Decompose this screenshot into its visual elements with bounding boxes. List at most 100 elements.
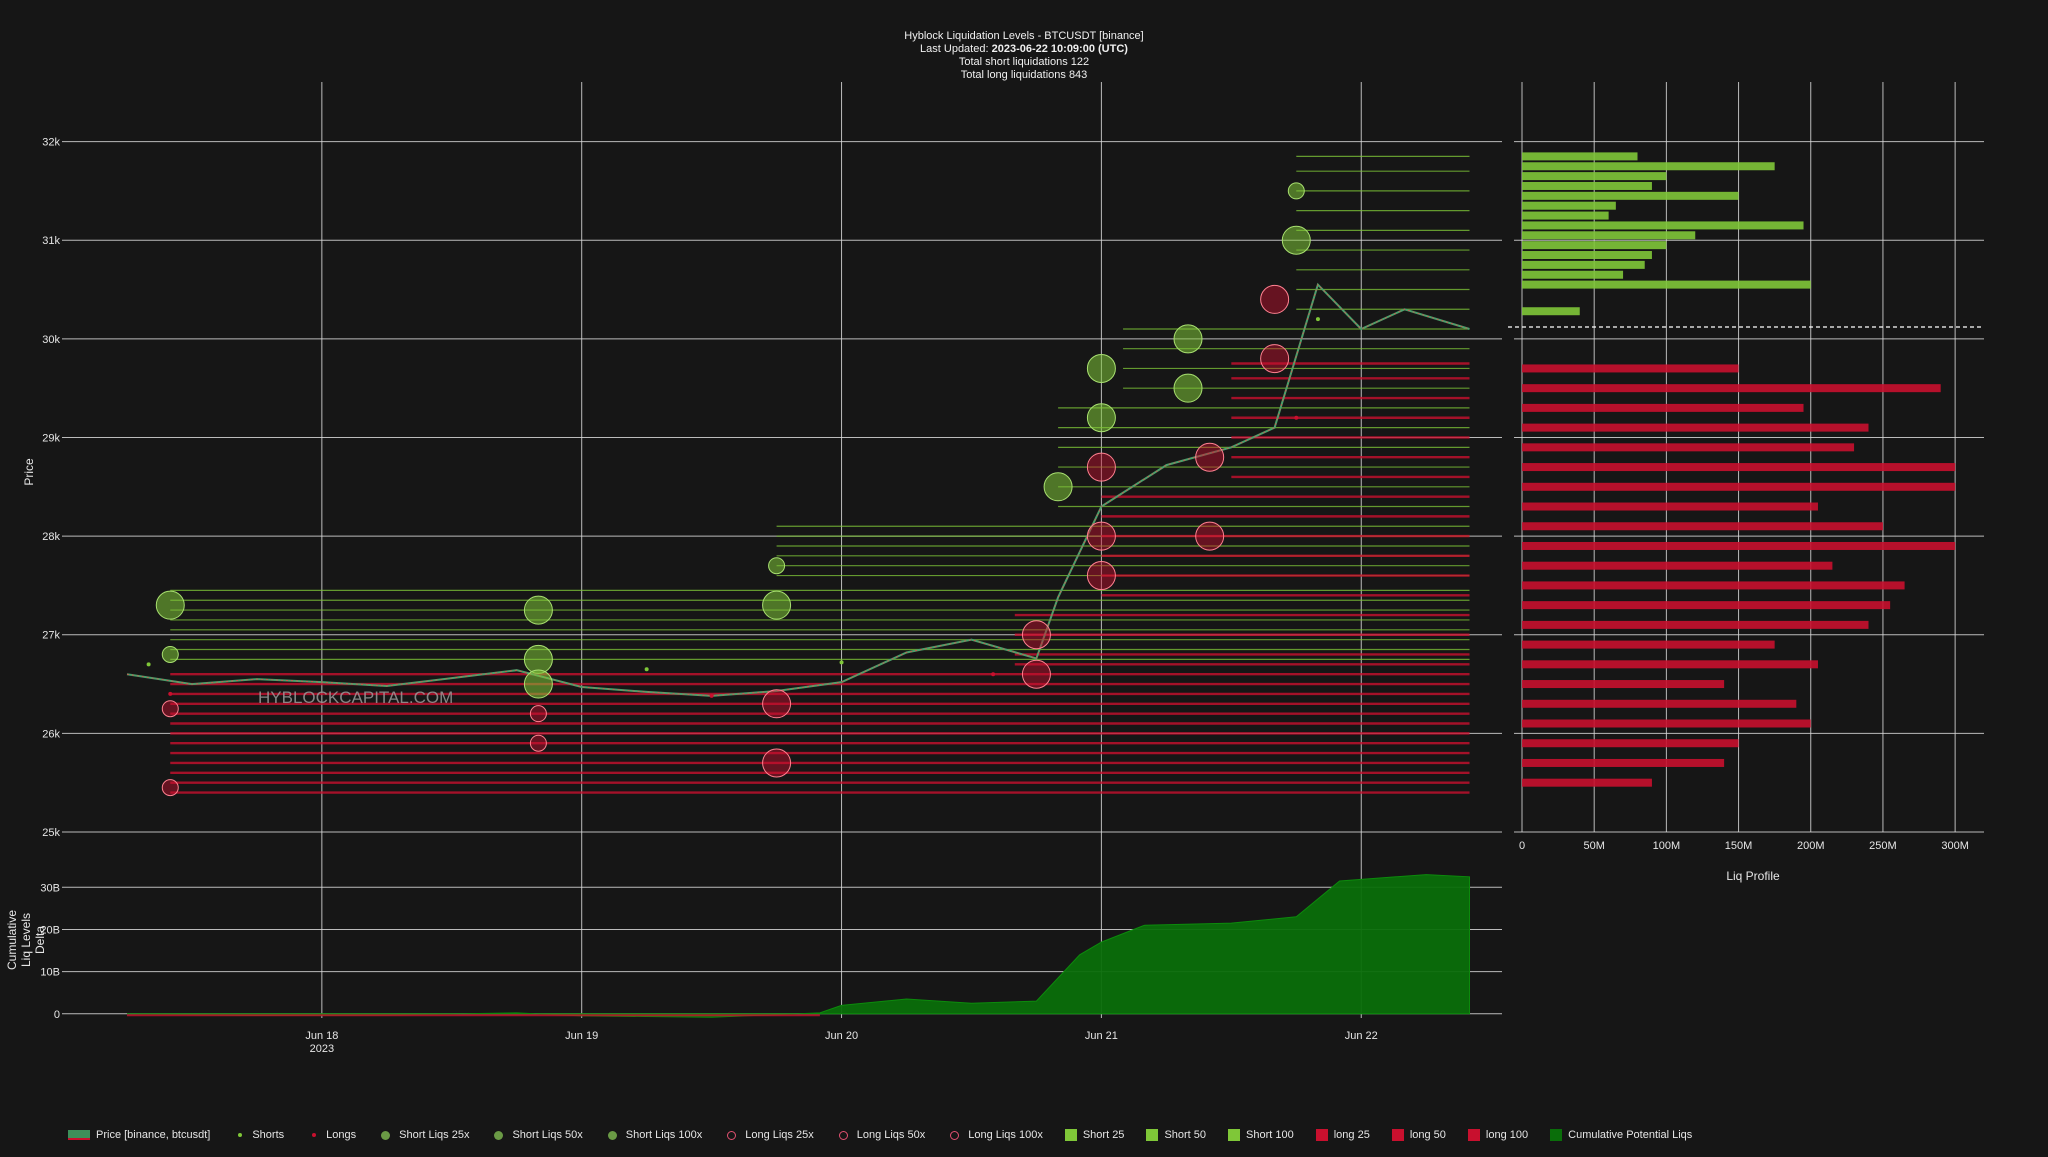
legend-item[interactable]: Short 25 [1064,1129,1125,1141]
long-liq-marker [1260,284,1290,314]
long-profile-bar [1522,680,1725,689]
watermark: HYBLOCKCAPITAL.COM [258,688,453,707]
short-liq-marker [523,595,553,625]
long-liq-marker [529,705,547,723]
legend-item[interactable]: long 50 [1391,1129,1446,1141]
short-liq-marker [1287,182,1305,200]
legend-item[interactable]: Short Liqs 25x [378,1129,469,1141]
price-axis-title: Price [22,458,36,486]
legend-item[interactable]: long 25 [1315,1129,1370,1141]
short-liq-marker [762,590,792,620]
legend-label: Long Liqs 100x [968,1129,1043,1141]
short-profile-bar [1522,221,1804,230]
legend: Price [binance, btcusdt] Shorts Longs Short… [68,1127,1714,1143]
chart-title: Hyblock Liquidation Levels - BTCUSDT [bi… [904,30,1144,42]
short-liq-marker [1086,353,1116,383]
long-liq-marker [1195,442,1225,472]
short-profile-bar [1522,211,1609,220]
price-candles [126,283,1470,697]
legend-symbol [607,1130,617,1140]
legend-label: long 50 [1409,1129,1446,1141]
liq-profile-bars [1508,152,1984,787]
price-series [126,282,1470,697]
legend-label: Long Liqs 50x [856,1129,926,1141]
price-tick-label: 32k [42,137,60,149]
short-profile-bar [1522,251,1652,260]
price-tick-label: 28k [42,531,60,543]
legend-symbol [1315,1129,1328,1141]
long-profile-bar [1522,423,1869,432]
legend-label: Short 100 [1246,1129,1294,1141]
liquidation-level-lines [170,155,1470,794]
short-liq-marker [768,557,786,575]
time-tick-label: Jun 20 [825,1030,858,1042]
short-profile-bar [1522,152,1638,161]
legend-item[interactable]: Long Liqs 25x [724,1129,814,1141]
long-liq-marker [529,734,547,752]
legend-item[interactable]: Short 50 [1146,1129,1206,1141]
legend-item[interactable]: Long Liqs 100x [947,1129,1043,1141]
legend-item[interactable]: Longs [306,1129,356,1141]
short-point [644,667,649,672]
short-liq-marker [155,590,185,620]
legend-item[interactable]: Price [binance, btcusdt] [68,1129,210,1141]
legend-item[interactable]: Cumulative Potential Liqs [1550,1129,1692,1141]
cumulative-tick-label: 0 [54,1009,60,1021]
long-point [709,693,714,698]
price-tick-label: 31k [42,235,60,247]
legend-item[interactable]: Short Liqs 100x [605,1129,702,1141]
legend-label: Short Liqs 50x [512,1129,583,1141]
long-profile-bar [1522,739,1739,748]
short-liq-marker [161,645,179,663]
axis-labels: 25k 26k 27k 28k 29k 30k 31k 32k Jun 18 2023 Jun 19… [5,137,1969,1055]
long-profile-bar [1522,502,1818,511]
legend-symbol [1391,1129,1404,1141]
cumulative-tick-label: 10B [40,967,60,979]
long-liq-marker [161,700,179,718]
legend-item[interactable]: Short Liqs 50x [491,1129,583,1141]
legend-label: long 25 [1333,1129,1370,1141]
legend-label: Short 25 [1082,1129,1125,1141]
long-profile-bar [1522,463,1956,472]
legend-item[interactable]: Long Liqs 50x [836,1129,926,1141]
long-liq-marker [1260,344,1290,374]
legend-symbol [1146,1129,1159,1141]
liquidation-markers [146,182,1320,797]
legend-label: Shorts [252,1129,285,1141]
long-liq-marker [1021,659,1051,689]
long-profile-bar [1522,778,1652,787]
legend-symbol [1467,1129,1480,1141]
short-liq-marker [1086,403,1116,433]
legend-symbol [381,1130,391,1140]
cumulative-axis-title: CumulativeLiq LevelsDelta [5,910,47,970]
short-profile-bar [1522,280,1811,289]
long-liq-marker [1086,561,1116,591]
legend-label: Short 50 [1164,1129,1207,1141]
long-liq-marker [1086,521,1116,551]
long-point [1294,415,1299,420]
long-profile-bar [1522,660,1818,669]
long-profile-bar [1522,581,1905,590]
time-tick-label: Jun 19 [565,1030,598,1042]
short-liq-marker [523,644,553,674]
legend-symbol [727,1130,737,1140]
short-profile-bar [1522,231,1696,240]
short-profile-bar [1522,270,1624,279]
long-profile-bar [1522,719,1811,728]
legend-label: Short Liqs 25x [399,1129,470,1141]
long-profile-bar [1522,541,1956,550]
short-liq-marker [1043,472,1073,502]
long-liq-marker [1086,452,1116,482]
long-profile-bar [1522,482,1956,491]
legend-item[interactable]: Short 100 [1228,1129,1294,1141]
legend-symbol [950,1130,960,1140]
long-profile-bar [1522,758,1725,767]
short-profile-bar [1522,201,1616,210]
long-profile-bar [1522,699,1797,708]
legend-item[interactable]: Shorts [232,1129,284,1141]
legend-item[interactable]: long 100 [1467,1129,1528,1141]
short-point [1315,317,1320,322]
price-tick-label: 29k [42,432,60,444]
cumulative-area-path [126,874,1470,1018]
short-profile-bar [1522,191,1739,200]
